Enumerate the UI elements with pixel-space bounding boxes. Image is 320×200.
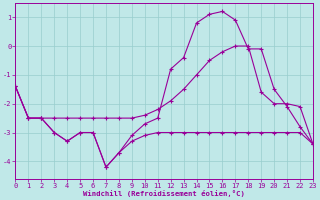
X-axis label: Windchill (Refroidissement éolien,°C): Windchill (Refroidissement éolien,°C) [83,190,245,197]
